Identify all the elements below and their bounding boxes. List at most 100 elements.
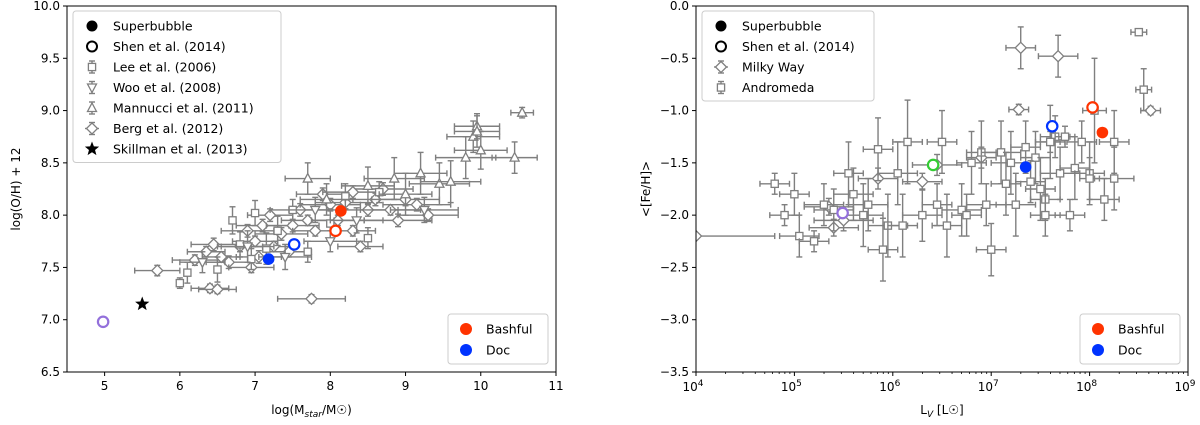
data-point: [1109, 174, 1119, 183]
legend-marker-diamond: [85, 122, 99, 135]
series-milky-way: [696, 26, 1162, 243]
y-axis-label: log(O/H) + 12: [9, 147, 23, 230]
y-tick-label: 9.0: [41, 104, 60, 118]
plot-area: [96, 106, 538, 329]
data-point: [844, 169, 853, 178]
data-point: [1100, 195, 1109, 204]
data-point: [305, 292, 318, 306]
data-point: [790, 189, 799, 199]
legend-label: Lee et al. (2006): [113, 60, 216, 75]
y-tick-label: 9.5: [41, 51, 60, 65]
data-point: [150, 264, 164, 277]
series-mannucci-et-al-2011-: [284, 106, 538, 216]
legend-item: Doc: [1092, 343, 1142, 358]
x-tick-label: 109: [1174, 379, 1195, 394]
plot-area: [696, 26, 1162, 282]
data-point: [471, 125, 483, 136]
data-point: [873, 145, 883, 154]
y-tick-label: −0.5: [660, 51, 689, 65]
legend-label: Andromeda: [742, 80, 814, 95]
highlight-Doc-filled: [1019, 161, 1032, 173]
data-point: [302, 172, 314, 183]
legend-label: Doc: [1118, 343, 1142, 358]
legend-label: Mannucci et al. (2011): [113, 101, 254, 116]
x-tick-label: 7: [251, 379, 259, 393]
data-point: [279, 252, 291, 264]
series-woo-et-al-2008-: [179, 196, 459, 274]
y-tick-label: 8.0: [41, 208, 60, 222]
x-tick-label: 6: [176, 379, 184, 393]
data-point: [1065, 210, 1075, 220]
x-tick-label: 5: [101, 379, 109, 393]
data-point: [849, 189, 858, 199]
panel-right-feh-vs-lv: −3.5 −3.0 −2.5 −2.0 −1.5 −1.0 −0.5 0.0 104 105 106…: [639, 0, 1196, 420]
legend-item: Superbubble: [86, 19, 193, 34]
legend-box: [72, 10, 282, 163]
data-point: [351, 216, 363, 227]
data-point: [273, 226, 282, 236]
data-point: [1026, 177, 1035, 186]
legend-item: Milky Way: [714, 60, 805, 75]
legend-label: Berg et al. (2012): [113, 121, 223, 136]
legend-marker-triangle-down: [86, 83, 98, 94]
data-point: [903, 137, 912, 147]
data-point: [1077, 137, 1086, 147]
data-point: [467, 130, 479, 141]
data-point: [878, 245, 888, 254]
data-point: [263, 208, 277, 222]
legend-marker-open-circle: [715, 40, 727, 53]
legend-item: Woo et al. (2008): [86, 80, 221, 95]
data-point: [445, 175, 457, 186]
legend-item: Lee et al. (2006): [87, 60, 216, 75]
data-point: [932, 200, 942, 209]
panel-left-oh-vs-mass: 6.5 7.0 7.5 8.0 8.5 9.0 9.5 10.0 5 6 7 8 9 10 11 log(Ms…: [9, 0, 564, 420]
data-point: [362, 179, 374, 191]
legend-marker-filled-circle: [1092, 344, 1104, 356]
data-point: [509, 151, 521, 162]
data-point: [308, 224, 322, 238]
data-point: [433, 177, 445, 188]
y-tick-label: 6.5: [41, 365, 60, 379]
data-point: [918, 210, 927, 220]
highlight-Bashful-filled: [1096, 126, 1109, 139]
legend-label: Doc: [486, 343, 510, 358]
legend-box: [1079, 313, 1181, 365]
legend-label: Shen et al. (2014): [742, 39, 855, 54]
highlight-purple-open: [836, 206, 849, 220]
y-axis-label: <[Fe/H]>: [639, 161, 653, 217]
data-point: [898, 221, 907, 230]
legend-item: Shen et al. (2014): [86, 39, 226, 54]
legend-label: Superbubble: [113, 19, 193, 34]
data-point: [183, 268, 192, 277]
data-point: [475, 143, 487, 155]
data-point: [957, 205, 966, 215]
star-point: [135, 296, 150, 311]
y-tick-label: −3.0: [660, 313, 689, 327]
data-point: [1144, 104, 1158, 117]
legend-marker-filled-circle: [86, 20, 98, 32]
legend-marker-star: [84, 141, 100, 156]
data-point: [967, 158, 976, 168]
legend-label: Skillman et al. (2013): [113, 142, 248, 157]
data-point: [915, 175, 929, 189]
data-point: [320, 193, 333, 204]
axes-frame: [695, 5, 1189, 373]
legend-box: [701, 10, 875, 102]
data-point: [196, 258, 208, 269]
legend-label: Shen et al. (2014): [113, 39, 226, 54]
legend: Superbubble Shen et al. (2014) Lee et al. …: [72, 10, 282, 163]
y-tick-label: −1.5: [660, 156, 689, 170]
data-point: [809, 237, 819, 246]
legend-marker-filled-circle: [1092, 323, 1104, 335]
data-point: [780, 210, 789, 220]
x-tick-label: 105: [781, 379, 802, 394]
legend-marker-filled-circle: [715, 20, 727, 32]
data-point: [1109, 137, 1119, 147]
series-andromeda: [759, 27, 1153, 282]
data-point: [1051, 49, 1065, 63]
highlight-Bashful-open: [329, 224, 342, 238]
data-point: [986, 245, 996, 254]
data-point: [942, 221, 952, 230]
legend-marker-diamond: [714, 60, 728, 74]
